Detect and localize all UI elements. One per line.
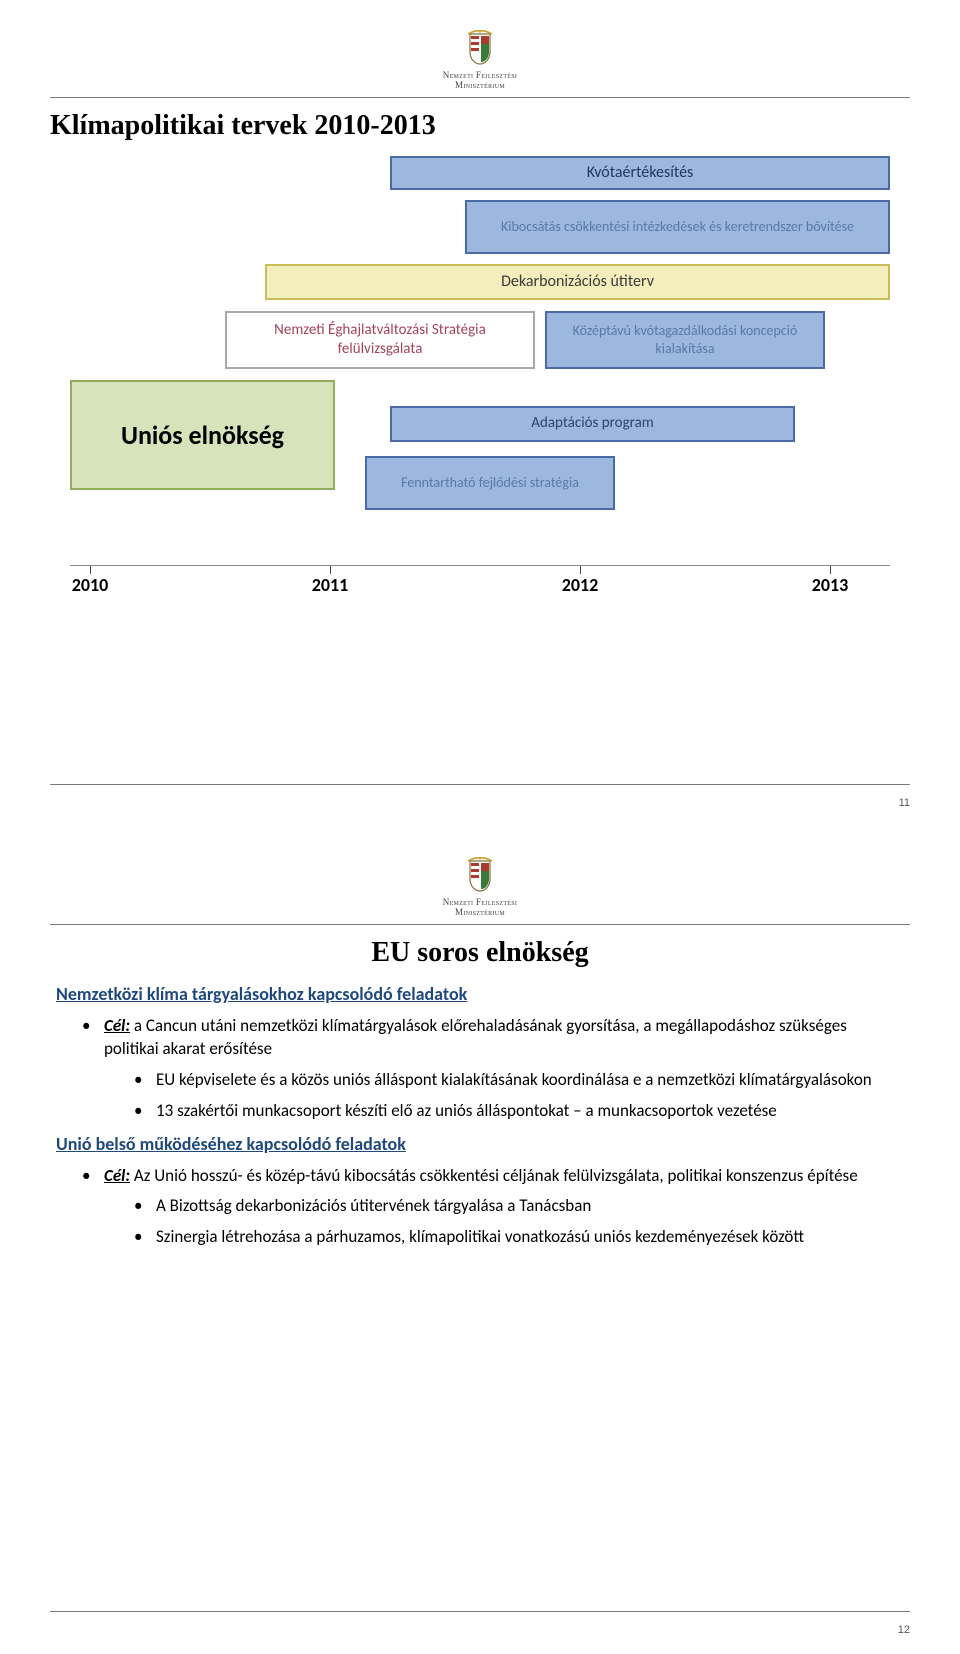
divider-bottom (50, 784, 910, 785)
section2-goal: Cél: Az Unió hosszú- és közép-távú kiboc… (82, 1165, 904, 1250)
ministry-name: Nemzeti Fejlesztési Minisztérium (50, 898, 910, 918)
chart-box-kibocsatas: Kibocsátás csökkentési intézkedések és k… (465, 200, 890, 254)
list-item: A Bizottság dekarbonizációs útitervének … (134, 1195, 904, 1218)
slide-title: Klímapolitikai tervek 2010-2013 (50, 110, 910, 142)
x-tick (580, 566, 581, 574)
list-item: 13 szakértői munkacsoport készíti elő az… (134, 1100, 904, 1123)
section1-goal: Cél: a Cancun utáni nemzetközi klímatárg… (82, 1015, 904, 1123)
x-axis-label: 2012 (562, 574, 599, 596)
goal-text: a Cancun utáni nemzetközi klímatárgyalás… (104, 1015, 847, 1059)
ministry-line2: Minisztérium (50, 908, 910, 918)
chart-box-nev-strat: Nemzeti Éghajlatváltozási Stratégia felü… (225, 311, 535, 369)
slide-content: Nemzetközi klíma tárgyalásokhoz kapcsoló… (50, 983, 910, 1250)
section2-list: Cél: Az Unió hosszú- és közép-távú kiboc… (82, 1165, 904, 1250)
goal-label: Cél: (104, 1165, 130, 1186)
divider-top (50, 97, 910, 98)
ministry-logo: Nemzeti Fejlesztési Minisztérium (50, 30, 910, 91)
chart-box-unios: Uniós elnökség (70, 380, 335, 490)
page-number: 11 (899, 797, 910, 809)
divider-bottom (50, 1611, 910, 1612)
x-axis-label: 2013 (812, 574, 849, 596)
coat-of-arms-icon (466, 857, 494, 893)
section2-heading: Unió belső működéséhez kapcsolódó felada… (56, 1133, 904, 1155)
chart-box-fenntart: Fenntartható fejlődési stratégia (365, 456, 615, 510)
list-item: EU képviselete és a közös uniós álláspon… (134, 1069, 904, 1092)
divider-top (50, 924, 910, 925)
section1-heading: Nemzetközi klíma tárgyalásokhoz kapcsoló… (56, 983, 904, 1005)
chart-box-dekarb: Dekarbonizációs útiterv (265, 264, 890, 300)
timeline-chart: Kvótaértékesítés Kibocsátás csökkentési i… (70, 156, 890, 596)
chart-box-kvota: Kvótaértékesítés (390, 156, 890, 190)
page-number: 12 (898, 1624, 910, 1636)
slide-11: Nemzeti Fejlesztési Minisztérium Klímapo… (0, 0, 960, 827)
ministry-logo: Nemzeti Fejlesztési Minisztérium (50, 857, 910, 918)
slide-title: EU soros elnökség (50, 937, 910, 969)
chart-box-kozeptavu: Középtávú kvótagazdálkodási koncepció ki… (545, 311, 825, 369)
section1-subbullets: EU képviselete és a közös uniós álláspon… (134, 1069, 904, 1123)
goal-text: Az Unió hosszú- és közép-távú kibocsátás… (130, 1165, 858, 1186)
coat-of-arms-icon (466, 30, 494, 66)
section1-list: Cél: a Cancun utáni nemzetközi klímatárg… (82, 1015, 904, 1123)
x-tick (830, 566, 831, 574)
ministry-name: Nemzeti Fejlesztési Minisztérium (50, 71, 910, 91)
slide-12: Nemzeti Fejlesztési Minisztérium EU soro… (0, 827, 960, 1654)
chart-box-adapt: Adaptációs program (390, 406, 795, 442)
ministry-line2: Minisztérium (50, 81, 910, 91)
x-axis-label: 2011 (312, 574, 349, 596)
section2-subbullets: A Bizottság dekarbonizációs útitervének … (134, 1195, 904, 1249)
x-tick (330, 566, 331, 574)
list-item: Szinergia létrehozása a párhuzamos, klím… (134, 1226, 904, 1249)
x-axis-label: 2010 (72, 574, 109, 596)
goal-label: Cél: (104, 1015, 130, 1036)
x-axis-line (70, 565, 890, 566)
x-tick (90, 566, 91, 574)
